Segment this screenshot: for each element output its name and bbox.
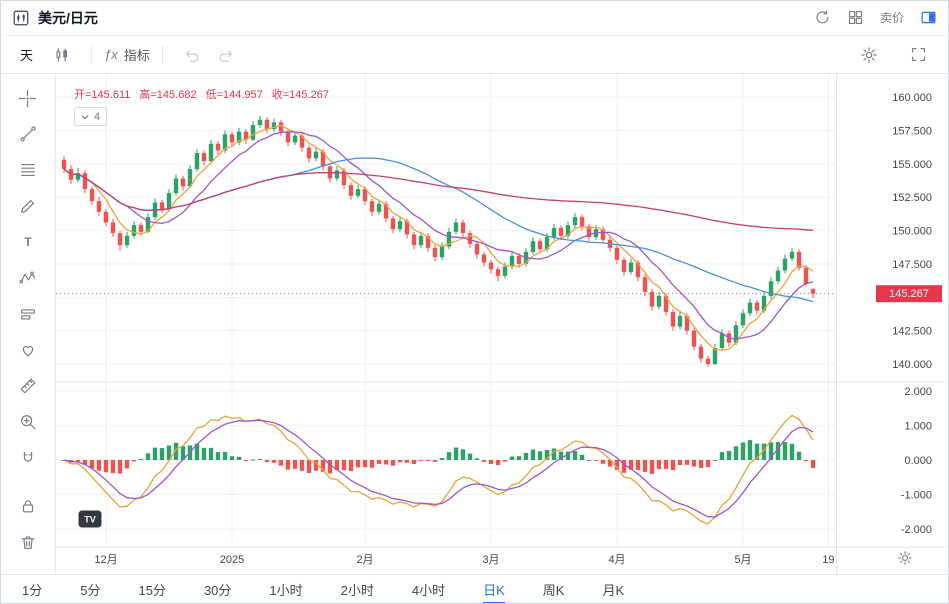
svg-text:4月: 4月 (608, 554, 625, 566)
ma-group-chip[interactable]: 4 (74, 107, 108, 126)
position-icon (20, 309, 35, 320)
chart-toolbar: 天 ƒx 指标 (0, 36, 949, 74)
timeframe-5min[interactable]: 5分 (80, 583, 101, 598)
timeframe-weekly[interactable]: 周K (542, 583, 565, 598)
emoji-tool-button[interactable] (0, 332, 55, 368)
drawing-toolbar: T (0, 74, 56, 574)
layout-grid-icon[interactable] (847, 9, 864, 26)
delete-tool-button[interactable] (0, 524, 55, 560)
candles-layer (61, 115, 816, 367)
brush-tool-button[interactable] (0, 188, 55, 224)
timeframe-daily[interactable]: 日K (483, 575, 505, 604)
macd-layer (61, 414, 816, 525)
svg-text:-2.000: -2.000 (901, 524, 932, 536)
timeframe-1min[interactable]: 1分 (22, 583, 43, 598)
fibonacci-tool-button[interactable] (0, 152, 55, 188)
position-tool-button[interactable] (0, 296, 55, 332)
refresh-icon[interactable] (814, 9, 831, 26)
tradingview-logo[interactable]: TV (78, 510, 102, 533)
main-area: T (0, 74, 949, 574)
axis-labels: 160.000 157.500 155.000 152.500 150.000 147.5… (94, 92, 932, 566)
chevron-down-icon (81, 114, 89, 119)
fx-icon: ƒx (104, 47, 118, 62)
svg-text:0.000: 0.000 (904, 455, 932, 467)
candle-style-icon[interactable] (53, 46, 71, 64)
svg-text:2.000: 2.000 (904, 386, 932, 398)
fibonacci-icon (20, 164, 35, 176)
magnet-icon (23, 451, 32, 462)
ma-lines-layer (63, 124, 814, 351)
zoom-tool-button[interactable] (0, 404, 55, 440)
heart-icon (22, 345, 33, 357)
text-tool-button[interactable]: T (0, 224, 55, 260)
svg-text:T: T (24, 236, 32, 249)
indicator-label: 指标 (123, 48, 150, 63)
svg-text:2月: 2月 (356, 554, 373, 566)
brush-icon (20, 200, 34, 213)
toolbar-right-actions (852, 46, 935, 64)
interval-button[interactable]: 天 (20, 48, 34, 63)
time-axis-settings-icon[interactable] (897, 550, 913, 571)
last-price-badge: 145.267 (876, 285, 942, 303)
timeframe-2hour[interactable]: 2小时 (340, 583, 374, 598)
svg-text:145.267: 145.267 (889, 288, 929, 300)
trendline-tool-button[interactable] (0, 116, 55, 152)
ma-chip-count: 4 (94, 110, 101, 123)
pattern-tool-button[interactable] (0, 260, 55, 296)
toolbar-separator (161, 45, 163, 64)
svg-text:147.500: 147.500 (892, 259, 932, 271)
top-header-actions: 卖价 (814, 9, 937, 26)
timeframe-monthly[interactable]: 月K (602, 583, 625, 598)
svg-text:160.000: 160.000 (892, 92, 932, 104)
timeframe-bar: 1分 5分 15分 30分 1小时 2小时 4小时 日K 周K 月K (0, 574, 949, 604)
svg-text:2025: 2025 (220, 554, 244, 566)
svg-text:3月: 3月 (482, 554, 499, 566)
indicator-button[interactable]: ƒx 指标 (104, 45, 150, 64)
svg-text:140.000: 140.000 (892, 359, 932, 371)
timeframe-30min[interactable]: 30分 (203, 583, 232, 598)
symbol-icon (12, 9, 30, 27)
svg-text:142.500: 142.500 (892, 326, 932, 338)
grid-layer (56, 74, 836, 547)
lock-icon (22, 500, 33, 513)
timeframe-1hour[interactable]: 1小时 (269, 583, 303, 598)
price-chart-canvas[interactable]: 160.000 157.500 155.000 152.500 150.000 147.5… (56, 74, 949, 574)
svg-text:1.000: 1.000 (904, 421, 932, 433)
pattern-icon (18, 271, 35, 284)
sell-price-label[interactable]: 卖价 (879, 11, 904, 25)
top-header: 美元/日元 卖价 (0, 0, 949, 36)
tool-group-gap (0, 476, 55, 488)
svg-text:152.500: 152.500 (892, 192, 932, 204)
svg-text:157.500: 157.500 (892, 125, 932, 137)
timeframe-4hour[interactable]: 4小时 (411, 583, 446, 598)
svg-text:TV: TV (84, 515, 96, 525)
crosshair-tool-button[interactable] (0, 80, 55, 116)
crosshair-icon (18, 89, 37, 107)
magnet-tool-button[interactable] (0, 440, 55, 476)
svg-text:155.000: 155.000 (892, 159, 932, 171)
trash-icon (21, 536, 34, 549)
svg-text:150.000: 150.000 (892, 226, 932, 238)
trendline-icon (19, 126, 36, 142)
measure-tool-button[interactable] (0, 368, 55, 404)
chart-area: 160.000 157.500 155.000 152.500 150.000 147.5… (56, 74, 949, 574)
toolbar-separator (91, 45, 93, 64)
undo-icon[interactable] (183, 46, 201, 64)
svg-text:-1.000: -1.000 (901, 490, 932, 502)
svg-text:5月: 5月 (734, 554, 751, 566)
panel-toggle-icon[interactable] (920, 9, 937, 26)
ruler-icon (20, 378, 35, 394)
lock-tool-button[interactable] (0, 488, 55, 524)
fullscreen-icon[interactable] (910, 46, 927, 63)
redo-icon[interactable] (217, 46, 235, 64)
settings-gear-icon[interactable] (860, 46, 878, 64)
zoom-in-icon (20, 415, 35, 430)
text-icon: T (24, 236, 32, 249)
pane-dividers (56, 74, 949, 574)
svg-text:12月: 12月 (94, 554, 117, 566)
svg-text:19: 19 (822, 554, 834, 566)
timeframe-15min[interactable]: 15分 (138, 583, 166, 598)
symbol-title: 美元/日元 (38, 9, 98, 26)
